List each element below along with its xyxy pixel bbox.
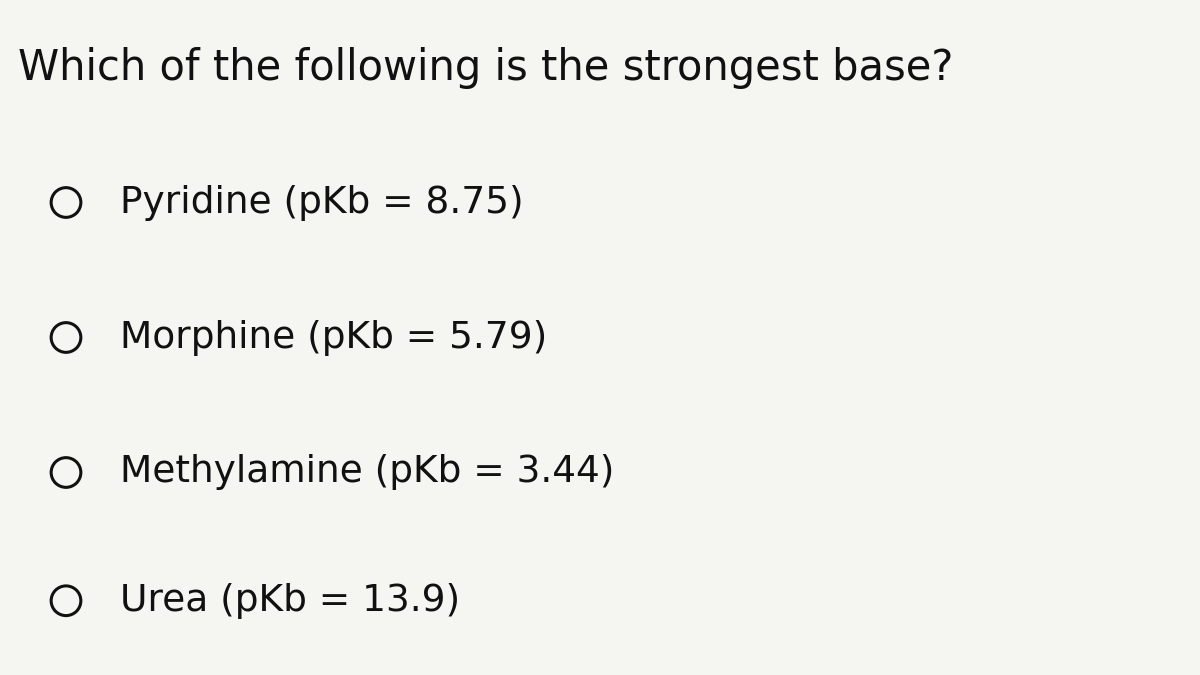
Text: Morphine (pKb = 5.79): Morphine (pKb = 5.79) <box>120 319 547 356</box>
Text: Which of the following is the strongest base?: Which of the following is the strongest … <box>18 47 953 89</box>
Text: Urea (pKb = 13.9): Urea (pKb = 13.9) <box>120 583 460 619</box>
Text: Methylamine (pKb = 3.44): Methylamine (pKb = 3.44) <box>120 454 614 491</box>
Text: Pyridine (pKb = 8.75): Pyridine (pKb = 8.75) <box>120 184 523 221</box>
